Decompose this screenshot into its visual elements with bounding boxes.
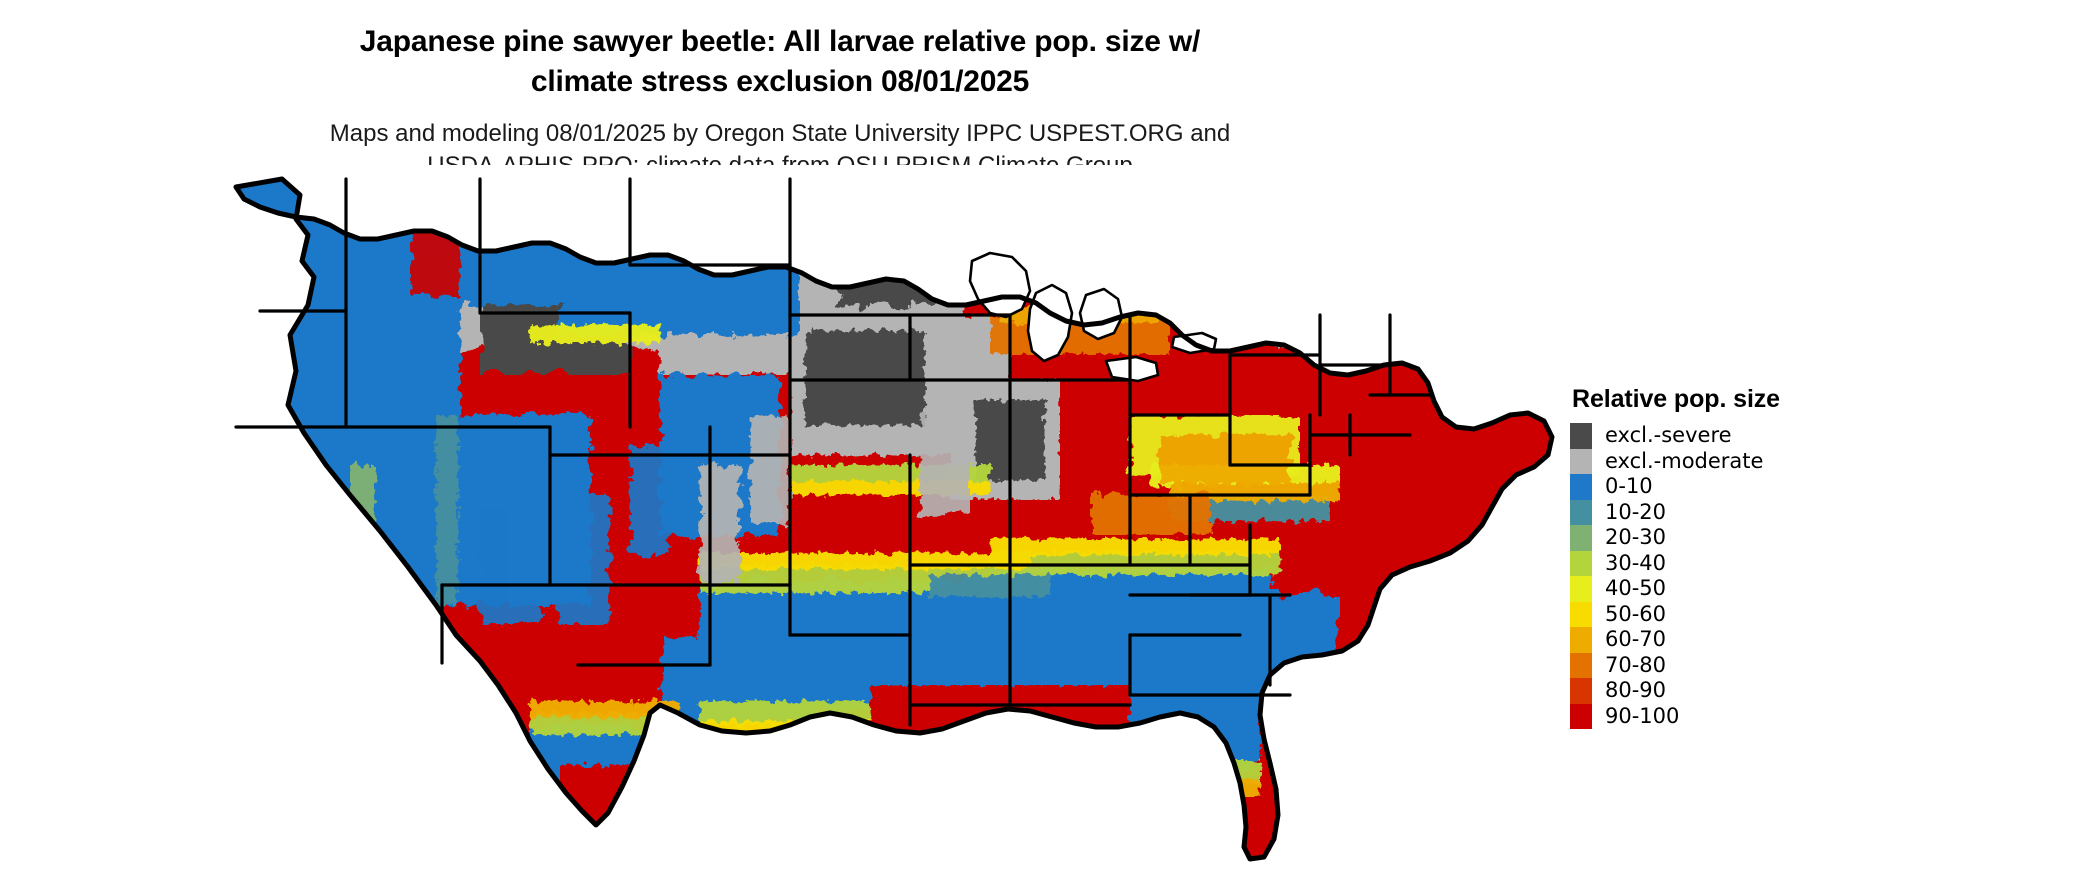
legend-label-40-50: 40-50 bbox=[1605, 576, 1667, 601]
legend-swatch-80-90 bbox=[1570, 678, 1592, 704]
legend-item-excl-moderate: excl.-moderate bbox=[1570, 448, 1900, 474]
title-line-1: Japanese pine sawyer beetle: All larvae … bbox=[359, 25, 1201, 58]
legend-label-50-60: 50-60 bbox=[1605, 601, 1667, 626]
legend-label-60-70: 60-70 bbox=[1605, 627, 1667, 652]
legend-item-excl-severe: excl.-severe bbox=[1570, 423, 1900, 449]
lake-huron bbox=[1078, 287, 1124, 341]
national-outline bbox=[233, 176, 1555, 862]
legend-item-0-10: 0-10 bbox=[1570, 474, 1900, 500]
legend-label-70-80: 70-80 bbox=[1605, 652, 1667, 677]
legend-item-30-40: 30-40 bbox=[1570, 550, 1900, 576]
header: Japanese pine sawyer beetle: All larvae … bbox=[0, 0, 1560, 183]
legend-item-20-30: 20-30 bbox=[1570, 525, 1900, 551]
legend-swatch-60-70 bbox=[1570, 627, 1592, 653]
legend-swatch-excl-moderate bbox=[1570, 448, 1592, 474]
choropleth-map bbox=[230, 165, 1560, 870]
legend-label-excl-moderate: excl.-moderate bbox=[1605, 448, 1764, 473]
legend-swatch-90-100 bbox=[1570, 703, 1592, 729]
legend-item-70-80: 70-80 bbox=[1570, 652, 1900, 678]
legend-item-90-100: 90-100 bbox=[1570, 703, 1900, 729]
legend-item-80-90: 80-90 bbox=[1570, 678, 1900, 704]
lake-erie bbox=[1104, 355, 1160, 383]
legend-swatch-30-40 bbox=[1570, 550, 1592, 576]
raster-western-speckle bbox=[410, 225, 970, 625]
legend-swatch-70-80 bbox=[1570, 652, 1592, 678]
legend-label-excl-severe: excl.-severe bbox=[1605, 423, 1732, 448]
legend-title: Relative pop. size bbox=[1572, 385, 1780, 413]
legend-swatch-50-60 bbox=[1570, 601, 1592, 627]
great-lakes bbox=[968, 251, 1218, 383]
page-title: Japanese pine sawyer beetle: All larvae … bbox=[0, 0, 1560, 102]
legend-swatch-excl-severe bbox=[1570, 423, 1592, 449]
legend-item-40-50: 40-50 bbox=[1570, 576, 1900, 602]
title-line-2: climate stress exclusion 08/01/2025 bbox=[530, 64, 1030, 98]
legend-swatch-40-50 bbox=[1570, 576, 1592, 602]
subtitle-line-1: Maps and modeling 08/01/2025 by Oregon S… bbox=[329, 119, 1231, 147]
legend-label-0-10: 0-10 bbox=[1605, 474, 1653, 499]
legend-swatch-0-10 bbox=[1570, 474, 1592, 500]
us-map-svg bbox=[230, 165, 1560, 870]
legend-item-50-60: 50-60 bbox=[1570, 601, 1900, 627]
legend-label-20-30: 20-30 bbox=[1605, 525, 1667, 550]
legend-item-60-70: 60-70 bbox=[1570, 627, 1900, 653]
legend-label-30-40: 30-40 bbox=[1605, 550, 1667, 575]
map-legend: Relative pop. size excl.-severe excl.-mo… bbox=[1570, 385, 1900, 729]
raster-interior-mountain-exclusion bbox=[790, 315, 1060, 500]
legend-label-10-20: 10-20 bbox=[1605, 499, 1667, 524]
legend-label-90-100: 90-100 bbox=[1605, 703, 1680, 728]
legend-swatch-20-30 bbox=[1570, 525, 1592, 551]
legend-label-80-90: 80-90 bbox=[1605, 678, 1667, 703]
legend-item-10-20: 10-20 bbox=[1570, 499, 1900, 525]
legend-swatch-10-20 bbox=[1570, 499, 1592, 525]
